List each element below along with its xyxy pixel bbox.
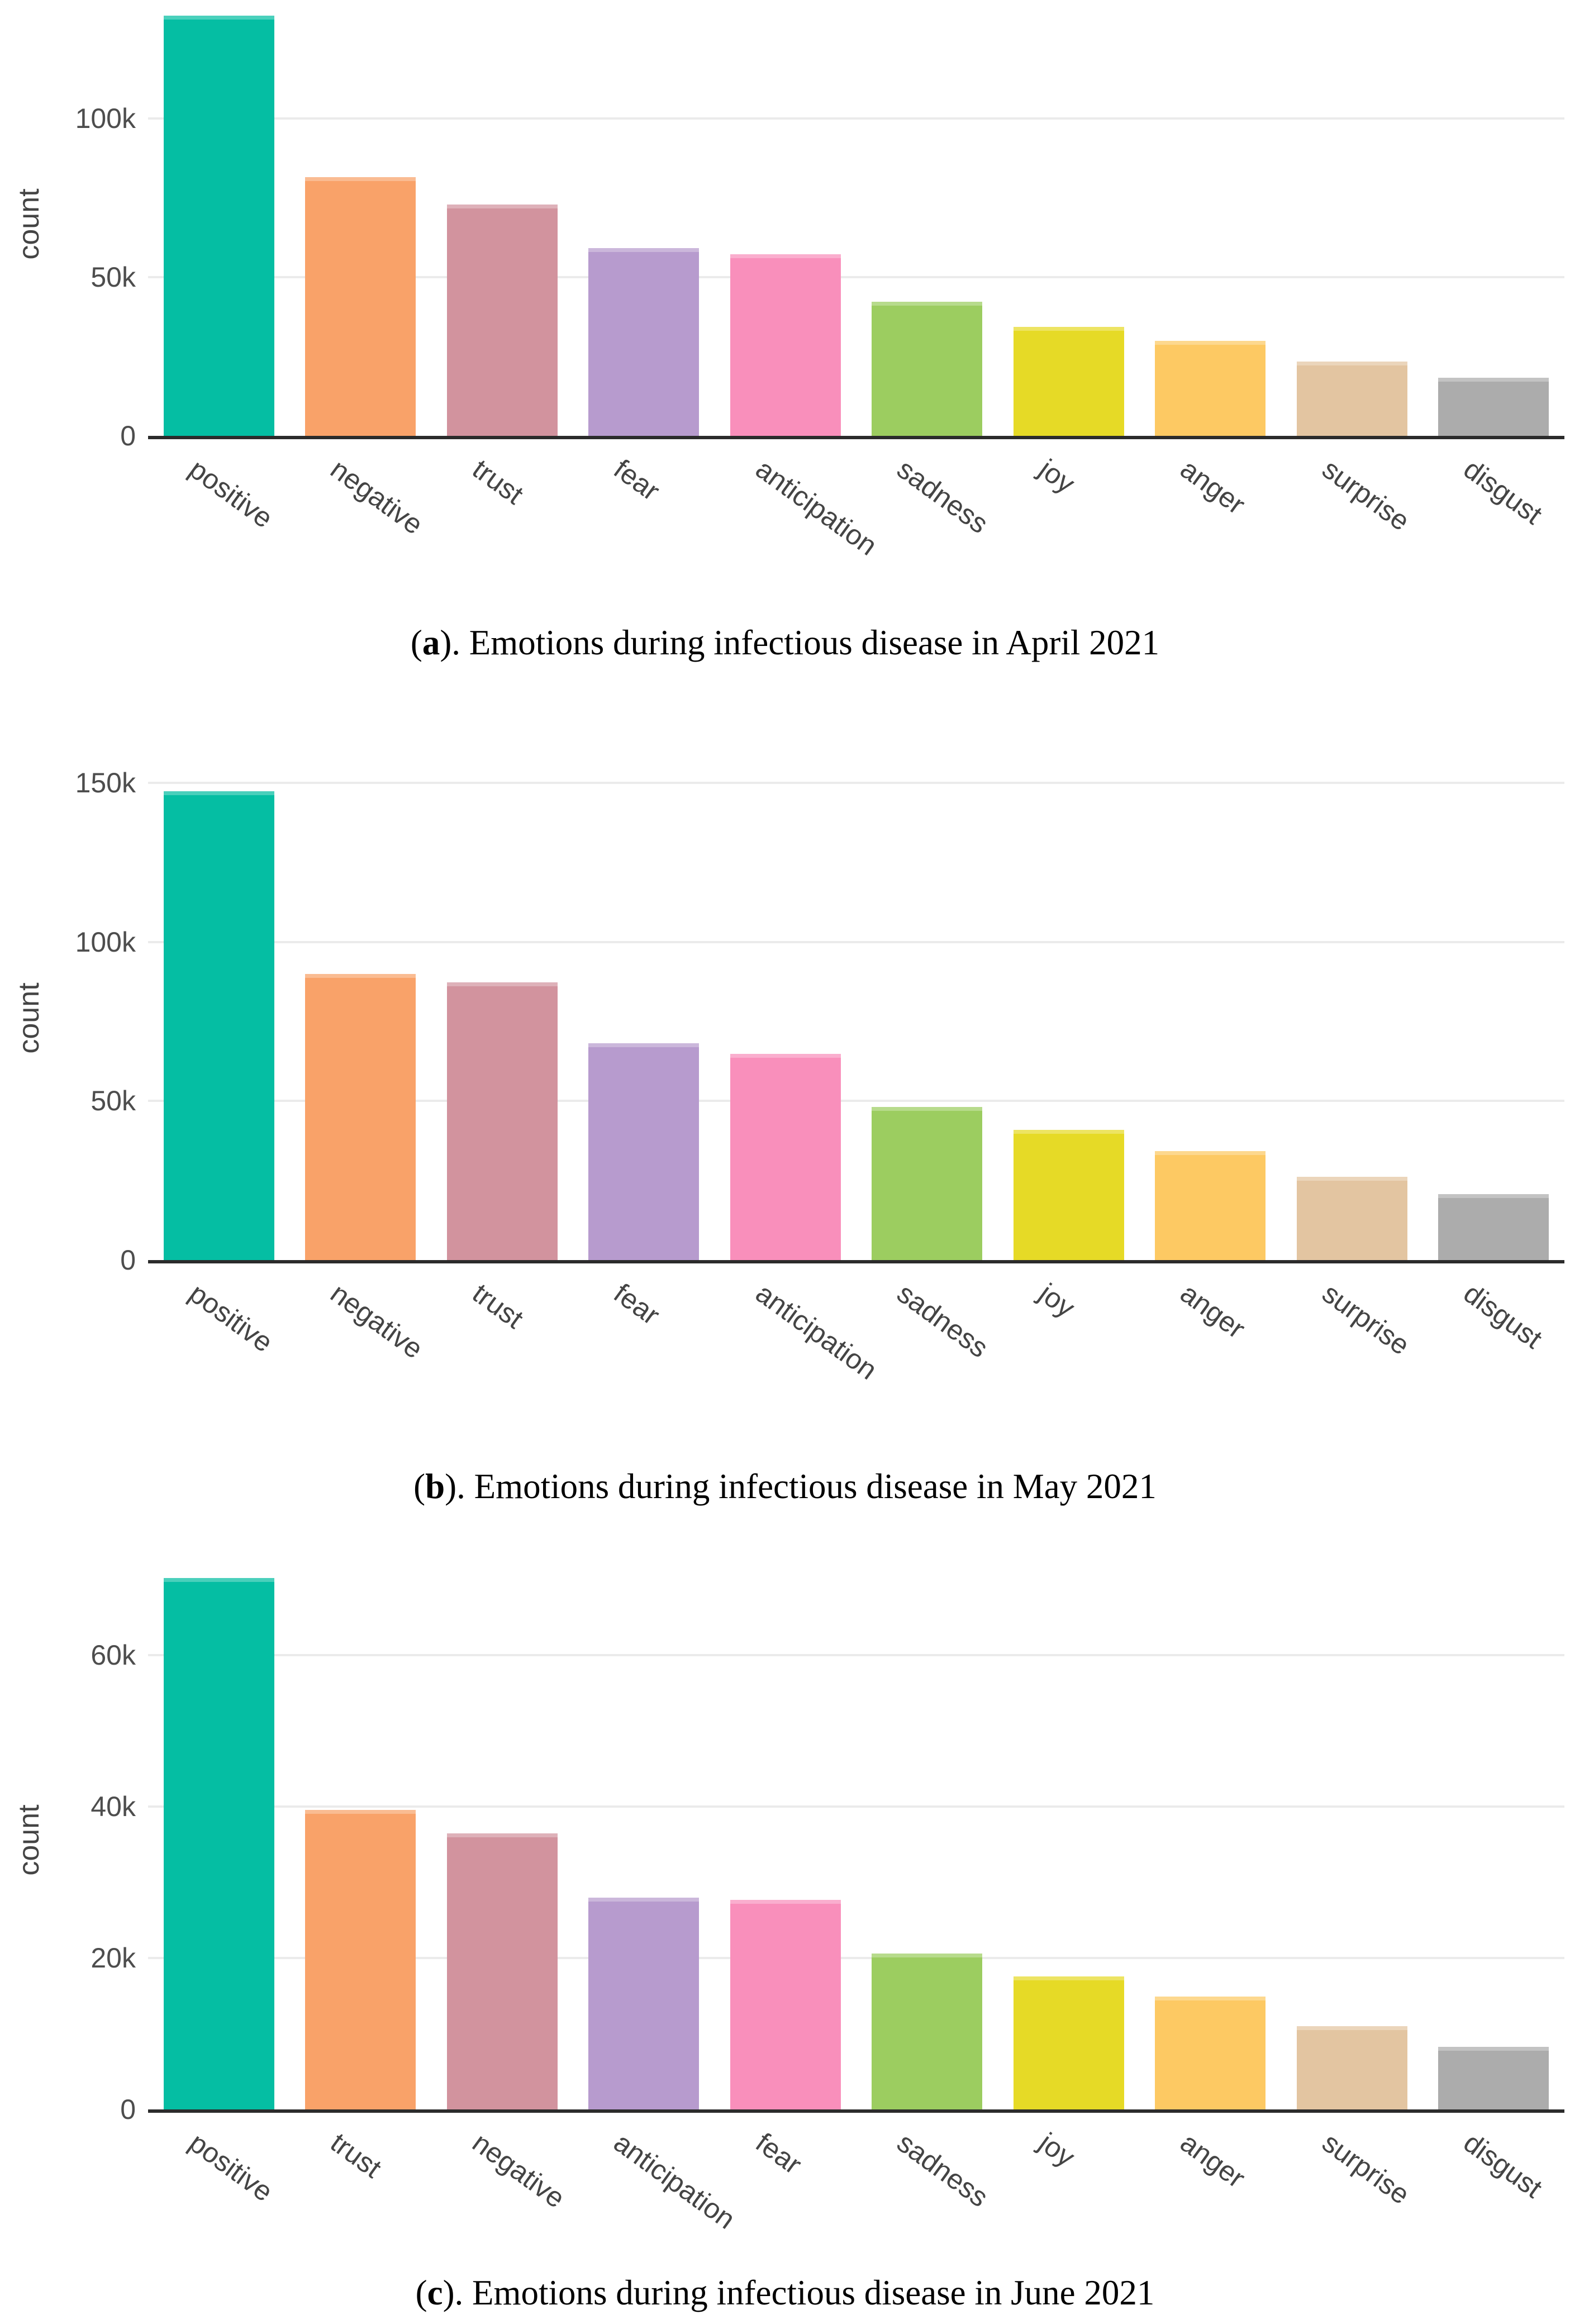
bar-negative (305, 177, 416, 436)
x-tick-joy: joy (1033, 2126, 1081, 2173)
bar-fear (730, 1899, 841, 2109)
y-tick-60k: 60k (91, 1639, 136, 1671)
bar-trust (305, 1809, 416, 2109)
x-tick-anger: anger (1174, 1277, 1252, 1345)
y-tick-50k: 50k (91, 262, 136, 293)
gridline-50k (148, 1100, 1564, 1102)
x-tick-anger: anger (1174, 2126, 1252, 2194)
plot-area-april: 0 50k 100k positive negative trust fear anticip… (75, 12, 1564, 562)
x-tick-sadness: sadness (891, 2126, 995, 2213)
gridline-100k (148, 940, 1564, 943)
x-tick-disgust: disgust (1458, 453, 1548, 531)
y-tick-50k: 50k (91, 1085, 136, 1117)
x-tick-surprise: surprise (1316, 2126, 1416, 2211)
bar-negative (305, 973, 416, 1260)
x-tick-sadness: sadness (891, 453, 995, 540)
bar-sadness (872, 1107, 983, 1260)
figure-caption-c: (c). Emotions during infectious disease … (0, 2268, 1570, 2318)
gridline-150k (148, 782, 1564, 785)
x-tick-negative: negative (467, 2126, 571, 2214)
y-axis-title: count (13, 1804, 45, 1876)
bar-anticipation (588, 1897, 700, 2109)
y-tick-0: 0 (120, 1244, 136, 1276)
gridline-60k (148, 1654, 1564, 1657)
bar-positive (163, 791, 274, 1260)
bar-surprise (1296, 361, 1407, 436)
caption-text: ). Emotions during infectious disease in… (443, 2273, 1155, 2312)
x-tick-surprise: surprise (1316, 1277, 1416, 1361)
x-tick-trust: trust (325, 2126, 388, 2184)
figure-caption-b: (b). Emotions during infectious disease … (0, 1461, 1570, 1512)
bar-joy (1013, 1976, 1124, 2109)
bar-anger (1155, 1151, 1266, 1260)
bar-disgust (1438, 1194, 1549, 1260)
x-tick-disgust: disgust (1458, 2126, 1548, 2204)
caption-open: ( (410, 623, 422, 662)
y-tick-150k: 150k (75, 767, 136, 799)
bar-anger (1155, 1997, 1266, 2109)
gridline-20k (148, 1957, 1564, 1960)
bar-positive (163, 1578, 274, 2109)
gridline-100k (148, 117, 1564, 120)
bar-joy (1013, 327, 1124, 436)
caption-open: ( (413, 1467, 426, 1506)
y-tick-0: 0 (120, 420, 136, 452)
x-tick-anticipation: anticipation (750, 453, 883, 562)
caption-letter: a (422, 623, 440, 662)
plot-area-may: 0 50k 100k 150k positive negative trust fear ant… (75, 769, 1564, 1386)
y-tick-0: 0 (120, 2094, 136, 2125)
x-tick-joy: joy (1033, 1277, 1081, 1324)
y-axis-title: count (13, 188, 45, 260)
y-tick-20k: 20k (91, 1942, 136, 1974)
bar-surprise (1296, 2026, 1407, 2109)
y-tick-40k: 40k (91, 1791, 136, 1823)
plot-area-june: 0 20k 40k 60k positive trust negative anticipat… (91, 1571, 1564, 2235)
x-tick-sadness: sadness (891, 1277, 995, 1364)
bar-disgust (1438, 2046, 1549, 2109)
x-tick-anticipation: anticipation (750, 1277, 883, 1386)
caption-open: ( (415, 2273, 427, 2312)
x-tick-disgust: disgust (1458, 1277, 1548, 1355)
bar-trust (446, 204, 558, 436)
x-tick-anticipation: anticipation (608, 2126, 741, 2235)
x-tick-positive: positive (183, 2126, 279, 2208)
x-tick-surprise: surprise (1316, 453, 1416, 537)
caption-letter: c (427, 2273, 443, 2312)
bar-positive (163, 15, 274, 436)
gridline-50k (148, 276, 1564, 279)
caption-letter: b (425, 1467, 445, 1506)
bar-negative (446, 1833, 558, 2109)
x-tick-joy: joy (1033, 453, 1081, 500)
x-tick-anger: anger (1174, 453, 1252, 521)
bar-sadness (872, 1954, 983, 2109)
caption-text: ). Emotions during infectious disease in… (445, 1467, 1157, 1506)
x-tick-fear: fear (608, 1277, 666, 1331)
x-tick-trust: trust (467, 1277, 529, 1335)
x-tick-fear: fear (750, 2126, 807, 2180)
gridline-40k (148, 1805, 1564, 1808)
bar-trust (446, 982, 558, 1260)
bar-sadness (872, 301, 983, 436)
figure-caption-a: (a). Emotions during infectious disease … (0, 617, 1570, 668)
x-tick-negative: negative (325, 1277, 429, 1365)
y-axis-title: count (13, 982, 45, 1054)
y-tick-100k: 100k (75, 926, 136, 958)
bar-anticipation (730, 254, 841, 436)
bar-joy (1013, 1129, 1124, 1260)
caption-text: ). Emotions during infectious disease in… (440, 623, 1160, 662)
x-tick-positive: positive (183, 453, 279, 534)
bar-fear (588, 1043, 700, 1260)
x-tick-positive: positive (183, 1277, 279, 1358)
bar-surprise (1296, 1176, 1407, 1260)
bar-fear (588, 248, 700, 436)
bar-anticipation (730, 1054, 841, 1260)
bar-anger (1155, 340, 1266, 436)
x-tick-negative: negative (325, 453, 429, 541)
bar-disgust (1438, 378, 1549, 436)
x-tick-trust: trust (467, 453, 529, 511)
y-tick-100k: 100k (75, 103, 136, 135)
x-tick-fear: fear (608, 453, 666, 507)
